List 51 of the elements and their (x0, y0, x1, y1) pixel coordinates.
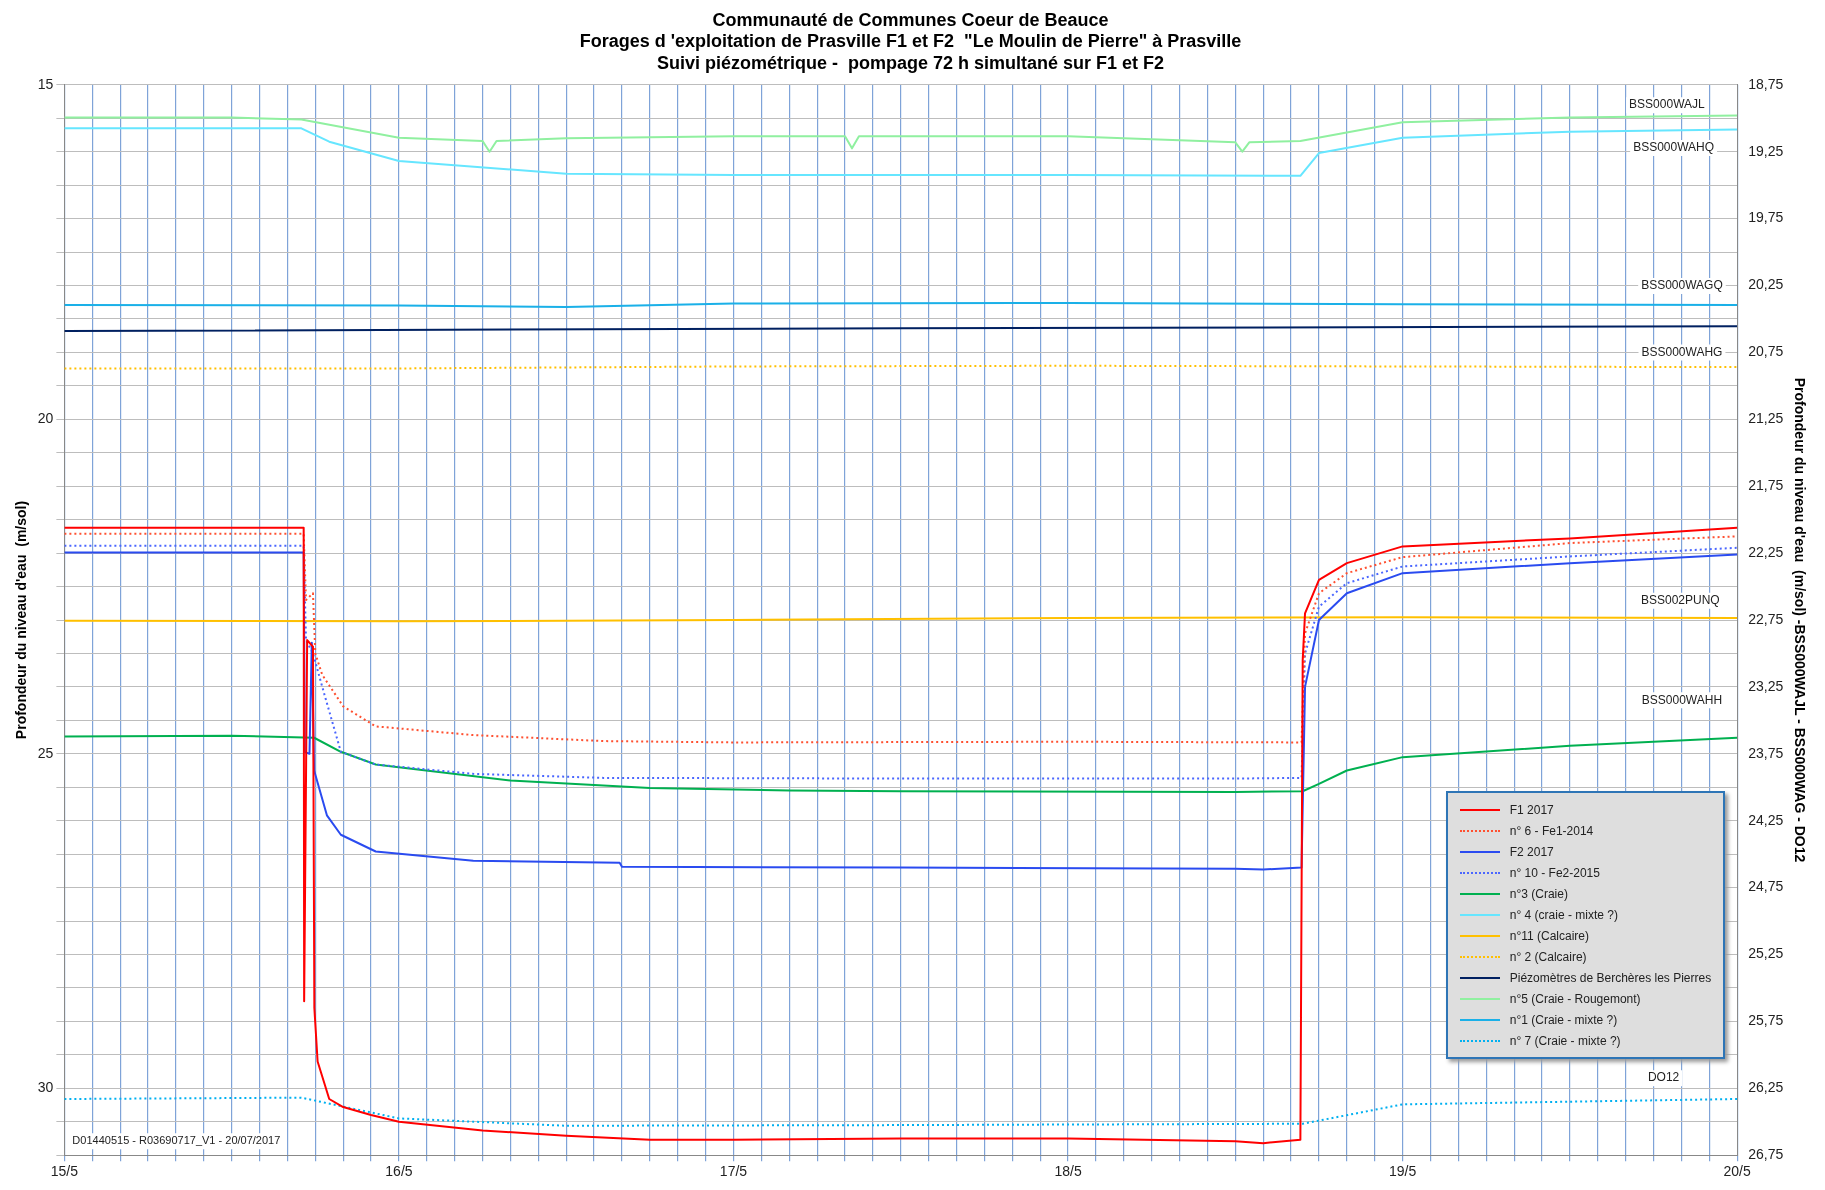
y2-tick-label: 20,25 (1748, 276, 1784, 293)
y2-tick-label: 19,25 (1748, 142, 1784, 159)
legend-label: n° 2 (Calcaire) (1509, 949, 1587, 964)
y2-tick-label: 21,25 (1748, 410, 1784, 427)
y2-tick-label: 24,75 (1748, 878, 1784, 895)
annotation: BSS000WAHG (1641, 344, 1723, 359)
y2-axis-title: Profondeur du niveau d'eau (m/sol) -BSS000WAJL - BSS000WAG - DO12 (1791, 377, 1808, 863)
chart-subtitle: Forages d 'exploitation de Prasville F1 et F2 "Le Moulin de Pierre" à Prasville Suivi piézométrique - pompage 72 h simultané sur F1 et F2 (579, 31, 1242, 73)
y2-tick-label: 25,75 (1748, 1012, 1784, 1029)
x-tick-label: 18/5 (1054, 1163, 1082, 1180)
legend-label: F1 2017 (1509, 802, 1554, 817)
x-tick-label: 16/5 (385, 1163, 413, 1180)
y2-tick-label: 20,75 (1748, 343, 1784, 360)
legend-label: n°11 (Calcaire) (1509, 928, 1590, 943)
legend-label: n°3 (Craie) (1509, 886, 1568, 901)
y2-tick-label: 23,25 (1748, 677, 1784, 694)
annotation: D01440515 - R03690717_V1 - 20/07/2017 (72, 1134, 281, 1147)
legend-label: n°5 (Craie - Rougemont) (1509, 991, 1641, 1006)
annotation: BSS000WAJL (1629, 97, 1706, 112)
y2-tick-label: 26,75 (1748, 1146, 1784, 1163)
annotation: DO12 (1647, 1070, 1680, 1085)
legend-label: n° 10 - Fe2-2015 (1509, 865, 1600, 880)
annotation: BSS000WAHQ (1633, 140, 1715, 155)
legend-label: n° 4 (craie - mixte ?) (1509, 907, 1618, 922)
y-tick-label: 20 (37, 410, 54, 427)
y-tick-label: 15 (37, 75, 54, 92)
legend-label: n°1 (Craie - mixte ?) (1509, 1012, 1618, 1027)
y2-tick-label: 18,75 (1748, 75, 1784, 92)
chart-title: Communauté de Communes Coeur de Beauce (712, 9, 1109, 30)
annotation: BSS000WAGQ (1641, 278, 1723, 293)
legend-label: n° 7 (Craie - mixte ?) (1509, 1033, 1621, 1048)
y2-tick-label: 22,75 (1748, 610, 1784, 627)
x-tick-label: 15/5 (50, 1163, 79, 1180)
legend-label: Piézomètres de Berchères les Pierres (1509, 970, 1712, 985)
y2-tick-label: 21,75 (1748, 477, 1784, 494)
legend-label: n° 6 - Fe1-2014 (1509, 823, 1594, 838)
y2-tick-label: 19,75 (1748, 209, 1784, 226)
y-tick-label: 25 (37, 744, 54, 761)
legend-label: F2 2017 (1509, 844, 1554, 859)
y-axis-title: Profondeur du niveau d'eau (m/sol) (13, 500, 30, 740)
y2-tick-label: 23,75 (1748, 744, 1784, 761)
annotation: BSS002PUNQ (1640, 593, 1720, 608)
x-tick-label: 20/5 (1723, 1163, 1751, 1180)
y2-tick-label: 22,25 (1748, 543, 1784, 560)
y-tick-label: 30 (37, 1079, 54, 1096)
x-tick-label: 17/5 (719, 1163, 748, 1180)
y2-tick-label: 24,25 (1748, 811, 1784, 828)
y2-tick-label: 25,25 (1748, 945, 1784, 962)
x-tick-label: 19/5 (1388, 1163, 1417, 1180)
y2-tick-label: 26,25 (1748, 1079, 1784, 1096)
annotation: BSS000WAHH (1641, 692, 1723, 707)
